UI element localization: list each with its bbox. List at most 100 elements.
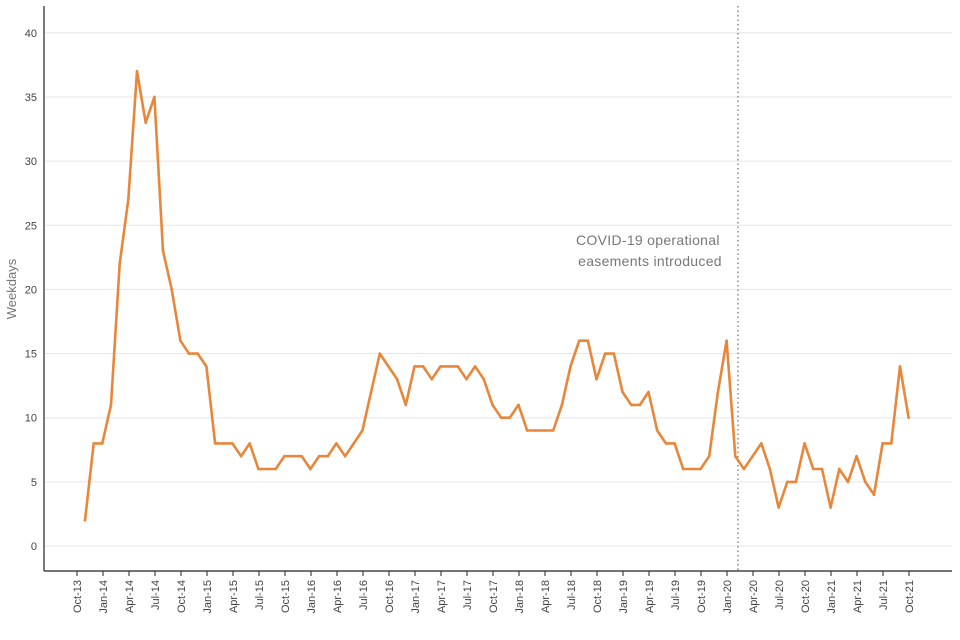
data-point: [864, 480, 867, 484]
data-point: [734, 454, 737, 458]
data-point: [742, 467, 746, 471]
y-tick-label: 15: [25, 349, 37, 361]
data-point: [283, 454, 286, 458]
data-point: [257, 467, 260, 471]
data-point: [335, 442, 338, 445]
data-point: [473, 365, 477, 368]
data-point: [239, 454, 243, 458]
y-tick-label: 35: [25, 92, 37, 104]
data-point: [898, 365, 902, 368]
data-point: [317, 454, 321, 458]
data-point: [231, 442, 234, 445]
data-point: [265, 467, 269, 471]
data-point: [404, 403, 408, 407]
data-point: [551, 429, 555, 432]
x-tick-labels: Oct-13 Jan-14 Apr-14 Jul-14 Oct-14 Jan-15 Apr-…: [72, 580, 916, 614]
data-point: [768, 467, 772, 471]
annotation-line-1: COVID-19 operational: [576, 232, 720, 248]
data-point: [699, 467, 702, 471]
data-point: [83, 519, 87, 522]
data-point: [369, 390, 373, 394]
y-tick-label: 30: [25, 156, 37, 168]
data-point: [413, 365, 416, 368]
x-tick-label: Jul-21: [878, 580, 890, 610]
data-point: [907, 416, 910, 420]
x-tick-label: Jul-19: [670, 580, 682, 610]
x-tick-label: Jan-18: [514, 580, 526, 614]
data-point: [890, 442, 893, 445]
x-tick-label: Oct-17: [488, 580, 500, 613]
x-tick-label: Jul-18: [566, 580, 578, 610]
data-point: [482, 377, 486, 381]
data-point: [794, 480, 798, 484]
data-point: [647, 390, 650, 394]
data-point: [525, 429, 529, 432]
x-tick-label: Oct-16: [384, 580, 396, 613]
y-tick-label: 20: [25, 284, 37, 296]
x-tick-label: Oct-19: [696, 580, 708, 613]
data-point: [222, 442, 225, 445]
data-point: [586, 339, 590, 343]
x-tick-label: Oct-13: [72, 580, 84, 613]
data-point: [491, 403, 494, 407]
x-tick-label: Jan-20: [722, 580, 734, 614]
annotation-text: COVID-19 operational easements introduce…: [576, 232, 724, 269]
data-point: [751, 454, 754, 458]
data-point: [300, 454, 304, 458]
data-point: [543, 429, 546, 432]
data-point: [447, 365, 451, 368]
x-tick-label: Jul-17: [462, 580, 474, 610]
x-tick-label: Oct-21: [904, 580, 916, 613]
x-tick-label: Jan-17: [410, 580, 422, 614]
x-tick-label: Oct-18: [592, 580, 604, 613]
y-tick-labels: 0 5 10 15 20 25 30 35 40: [25, 28, 37, 553]
x-tick-label: Apr-21: [852, 580, 864, 613]
data-point: [343, 454, 347, 458]
data-point: [812, 467, 815, 471]
x-tick-label: Apr-19: [644, 580, 656, 613]
data-point: [881, 442, 884, 445]
data-point: [595, 377, 598, 381]
data-point: [326, 454, 330, 458]
data-point: [421, 365, 425, 368]
data-point: [655, 429, 659, 432]
data-point: [760, 442, 763, 445]
data-point: [508, 416, 512, 420]
data-point: [274, 467, 278, 471]
data-point: [456, 365, 460, 368]
x-tick-label: Jan-21: [826, 580, 838, 614]
data-point: [196, 352, 199, 355]
data-point: [387, 365, 390, 368]
x-tick-label: Jan-16: [306, 580, 318, 614]
data-point: [725, 339, 728, 343]
data-point: [352, 442, 356, 445]
data-point: [187, 352, 191, 355]
data-point: [690, 467, 694, 471]
data-point: [560, 403, 564, 407]
data-point: [629, 403, 633, 407]
data-point: [569, 365, 572, 368]
data-point: [577, 339, 581, 343]
x-tick-label: Jan-19: [618, 580, 630, 614]
x-tick-label: Oct-14: [176, 580, 188, 613]
data-point: [109, 403, 113, 407]
data-point: [291, 454, 295, 458]
data-point: [127, 198, 130, 201]
y-tick-label: 0: [31, 541, 37, 553]
y-tick-label: 25: [25, 220, 37, 232]
data-point: [872, 493, 876, 497]
series: [83, 70, 910, 522]
x-tick-label: Jul-20: [774, 580, 786, 610]
data-point: [205, 365, 208, 368]
y-tick-label: 5: [31, 477, 37, 489]
data-point: [846, 480, 850, 484]
y-tick-label: 10: [25, 413, 37, 425]
x-tick-label: Jan-15: [202, 580, 214, 614]
x-tick-label: Apr-20: [748, 580, 760, 613]
data-point: [786, 480, 789, 484]
data-point: [855, 454, 858, 458]
series-line: [83, 70, 910, 522]
data-point: [838, 467, 841, 471]
annotation-line-2: easements introduced: [578, 253, 722, 269]
